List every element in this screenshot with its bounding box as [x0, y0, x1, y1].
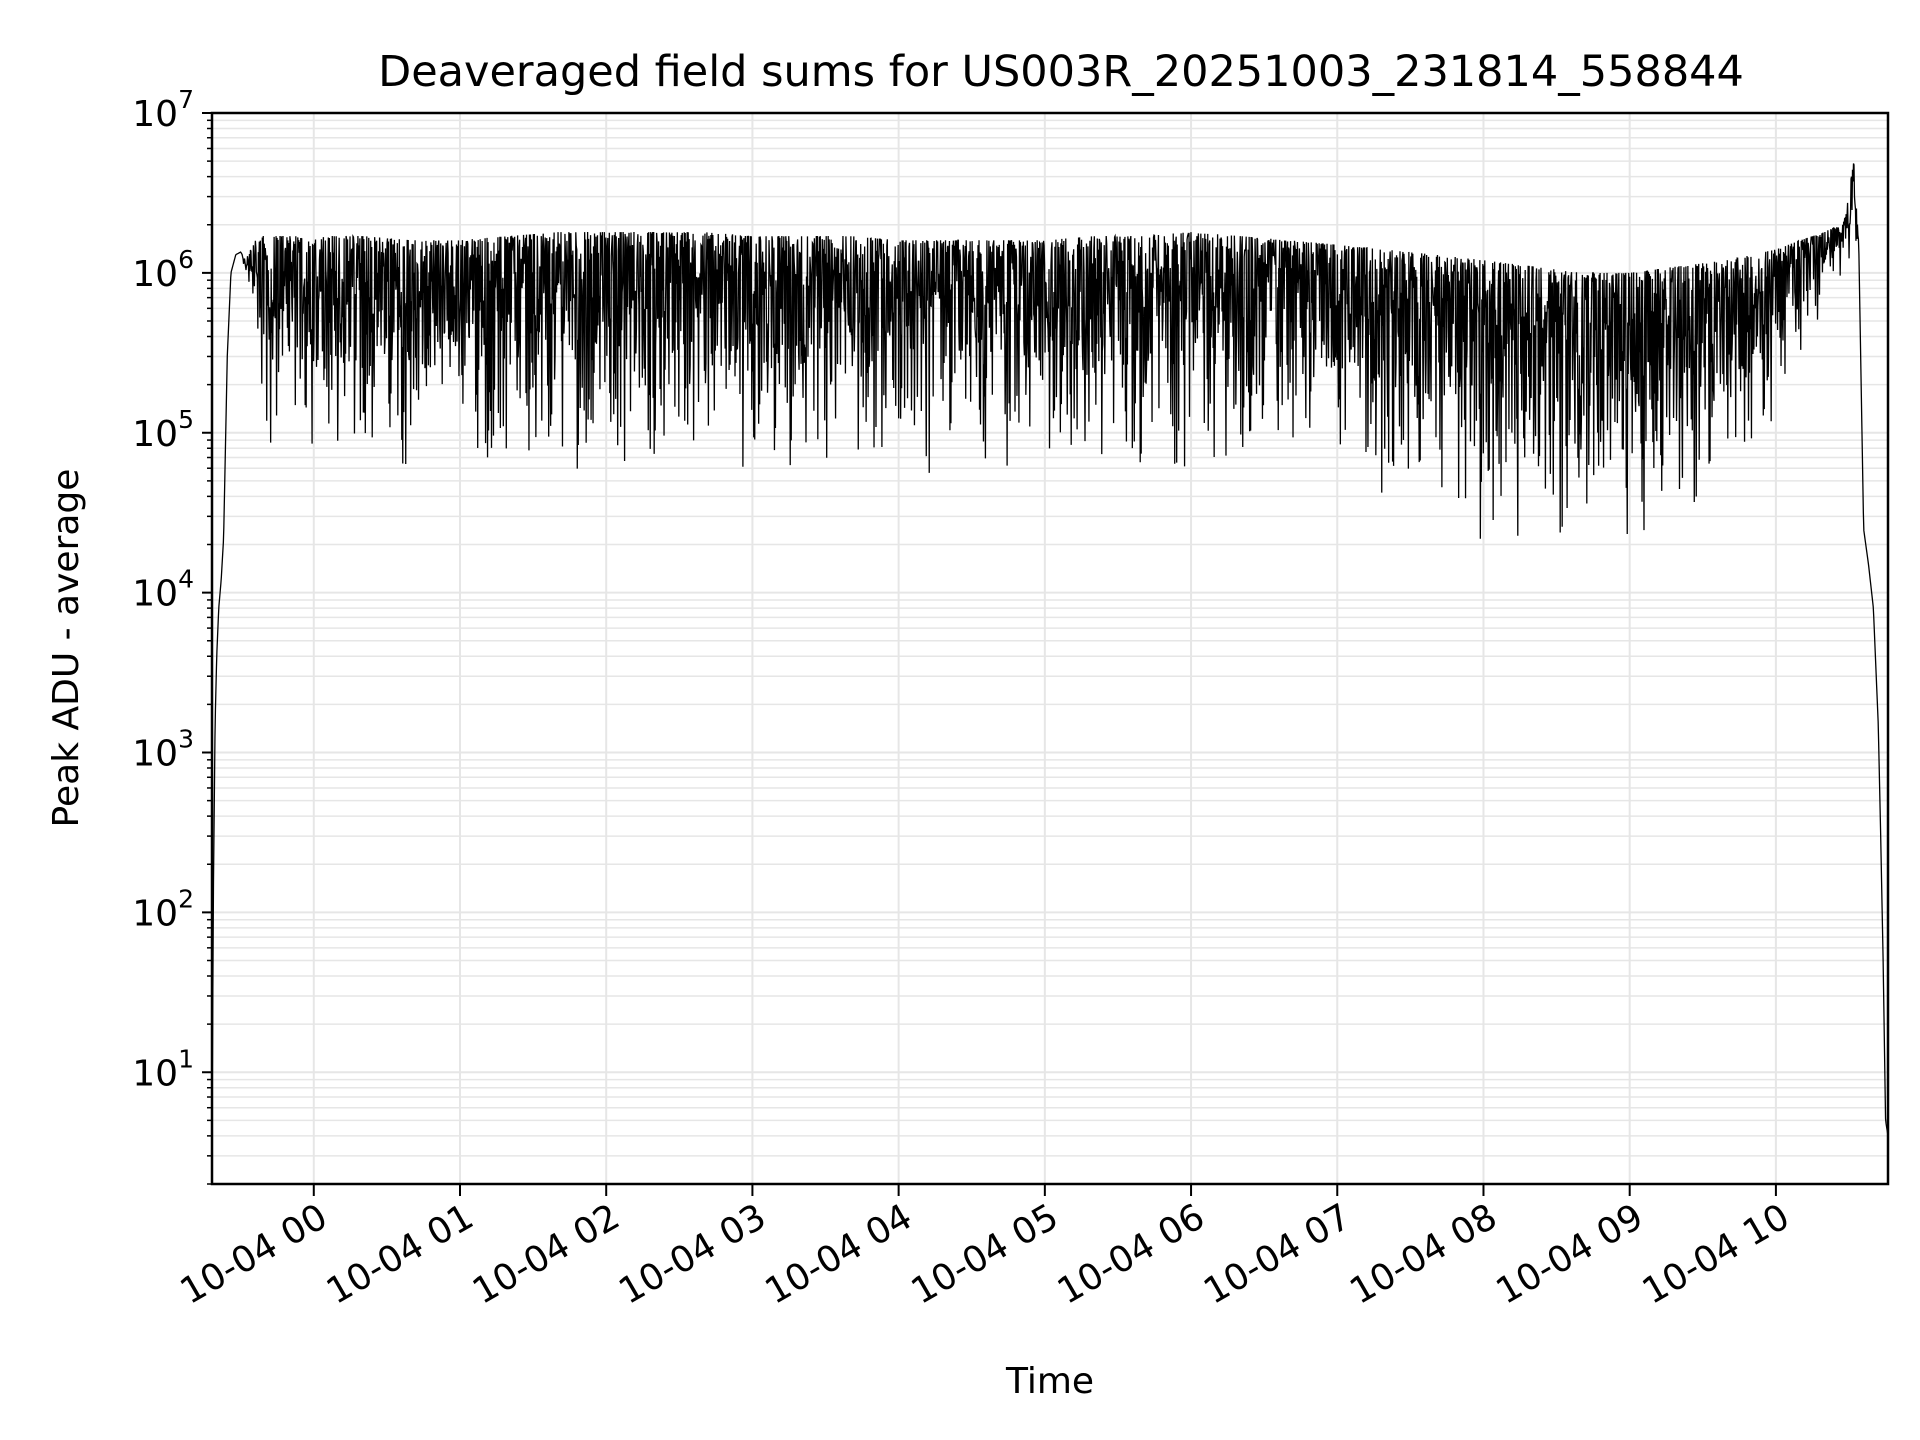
y-tick-base: 10 [132, 414, 178, 455]
y-tick-exponent: 5 [178, 405, 194, 434]
plot-frame [210, 111, 1890, 1186]
grid [212, 112, 1888, 1185]
x-axis-label: Time [1005, 1361, 1094, 1402]
y-tick-base: 10 [132, 893, 178, 934]
y-tick-label: 105 [132, 405, 194, 455]
y-tick-exponent: 4 [178, 565, 194, 594]
series-layer [211, 163, 1889, 1136]
chart-title: Deaveraged field sums for US003R_2025100… [378, 47, 1744, 97]
y-tick-base: 10 [132, 734, 178, 775]
y-tick-label: 101 [132, 1044, 194, 1094]
y-tick-exponent: 3 [178, 725, 194, 754]
y-tick-exponent: 7 [178, 85, 194, 114]
y-axis-label: Peak ADU - average [46, 469, 87, 828]
y-tick-label: 106 [132, 245, 194, 295]
y-tick-label: 107 [132, 85, 194, 135]
y-tick-label: 104 [132, 565, 194, 615]
y-tick-base: 10 [132, 574, 178, 615]
y-tick-base: 10 [132, 1053, 178, 1094]
y-tick-exponent: 2 [178, 884, 194, 913]
y-tick-label: 103 [132, 725, 194, 775]
y-tick-exponent: 1 [178, 1044, 194, 1073]
y-tick-exponent: 6 [178, 245, 194, 274]
y-tick-label: 102 [132, 884, 194, 934]
series-line [211, 163, 1889, 1136]
y-tick-base: 10 [132, 94, 178, 135]
y-tick-base: 10 [132, 254, 178, 295]
